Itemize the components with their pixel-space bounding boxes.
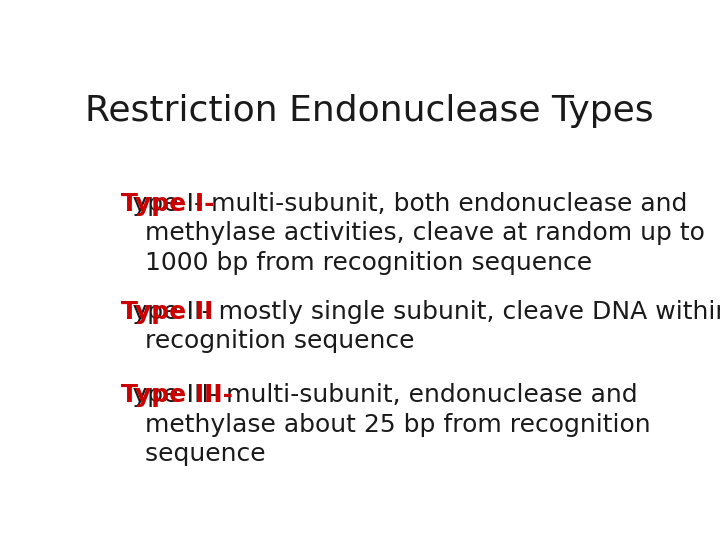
Text: Type II- mostly single subunit, cleave DNA within
   recognition sequence: Type II- mostly single subunit, cleave D… bbox=[121, 300, 720, 353]
Text: Restriction Endonuclease Types: Restriction Endonuclease Types bbox=[85, 94, 653, 128]
Text: Type III- multi-subunit, endonuclease and
   methylase about 25 bp from recognit: Type III- multi-subunit, endonuclease an… bbox=[121, 383, 650, 466]
Text: Type III-: Type III- bbox=[121, 383, 233, 407]
Text: Type II: Type II bbox=[121, 300, 213, 323]
Text: Type I- multi-subunit, both endonuclease and
   methylase activities, cleave at : Type I- multi-subunit, both endonuclease… bbox=[121, 192, 705, 275]
Text: Type I-: Type I- bbox=[121, 192, 214, 215]
